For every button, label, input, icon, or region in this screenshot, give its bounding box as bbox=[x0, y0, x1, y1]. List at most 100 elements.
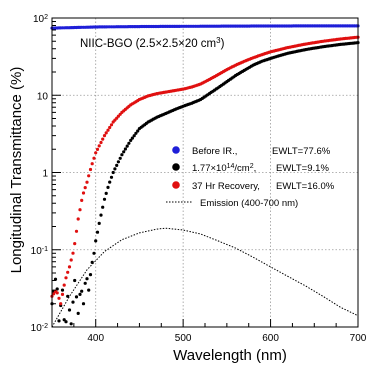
data-point bbox=[118, 156, 122, 160]
data-point bbox=[55, 291, 59, 295]
data-point bbox=[80, 198, 84, 202]
legend-entry-recovery: 37 Hr Recovery, EWLT=16.0% bbox=[172, 181, 335, 192]
data-point bbox=[67, 308, 72, 312]
data-point bbox=[106, 128, 110, 132]
data-point bbox=[71, 300, 75, 304]
data-point bbox=[115, 163, 119, 167]
data-point bbox=[69, 322, 73, 326]
data-point bbox=[55, 287, 59, 291]
legend-label-before-ir: Before IR., bbox=[192, 146, 237, 157]
data-point bbox=[99, 213, 103, 217]
data-point bbox=[109, 123, 114, 127]
data-point bbox=[136, 129, 140, 133]
data-point bbox=[130, 136, 134, 140]
data-point bbox=[73, 278, 77, 283]
data-point bbox=[109, 175, 114, 179]
x-axis-label: Wavelength (nm) bbox=[173, 347, 287, 364]
y-axis-label: Longitudinal Transmittance (%) bbox=[8, 67, 25, 274]
data-point bbox=[71, 251, 75, 255]
data-point bbox=[52, 292, 56, 296]
data-point bbox=[81, 191, 86, 195]
data-point bbox=[122, 150, 126, 154]
legend-entry-emission: Emission (400-700 nm) bbox=[166, 198, 298, 209]
legend-marker-recovery bbox=[172, 181, 180, 189]
grid bbox=[52, 18, 358, 327]
data-point bbox=[120, 153, 124, 157]
data-point bbox=[59, 302, 63, 306]
data-point bbox=[83, 186, 87, 190]
x-tick-label: 600 bbox=[262, 333, 279, 344]
data-point bbox=[95, 147, 100, 151]
data-point bbox=[60, 288, 65, 292]
data-point bbox=[85, 277, 89, 281]
legend-label-recovery: 37 Hr Recovery, bbox=[192, 181, 260, 192]
x-tick-label: 700 bbox=[350, 333, 366, 344]
data-point bbox=[74, 229, 79, 233]
data-point bbox=[76, 217, 80, 221]
series-1 bbox=[50, 41, 360, 326]
series-0 bbox=[50, 24, 360, 30]
legend-label-emission: Emission (400-700 nm) bbox=[200, 198, 298, 209]
data-point bbox=[125, 144, 129, 148]
data-point bbox=[85, 180, 89, 184]
legend-entry-irradiated: 1.77×1014/cm2, EWLT=9.1% bbox=[172, 163, 329, 174]
inset-title: NIIC-BGO (2.5×2.5×20 cm3) bbox=[80, 36, 225, 51]
data-point bbox=[62, 283, 66, 287]
data-point bbox=[73, 242, 77, 246]
data-point bbox=[104, 131, 108, 135]
data-point bbox=[102, 134, 107, 138]
data-point bbox=[113, 167, 117, 171]
data-point bbox=[60, 292, 65, 296]
data-point bbox=[106, 185, 110, 189]
legend-stat-before-ir: EWLT=77.6% bbox=[272, 146, 331, 157]
series-layer bbox=[50, 24, 360, 328]
series-3 bbox=[51, 227, 359, 328]
data-point bbox=[134, 131, 138, 135]
data-point bbox=[92, 251, 96, 255]
data-point bbox=[92, 156, 96, 160]
data-point bbox=[64, 320, 68, 324]
data-point bbox=[101, 137, 105, 141]
ticks: 400 500 600 700 10-2 10-1 1 10 102 bbox=[31, 14, 366, 345]
data-point bbox=[80, 289, 84, 293]
data-point bbox=[95, 230, 100, 234]
data-point bbox=[102, 197, 107, 201]
data-point bbox=[129, 138, 133, 142]
data-point bbox=[83, 281, 87, 285]
x-tick-label: 400 bbox=[87, 333, 104, 344]
data-point bbox=[94, 239, 98, 243]
data-point bbox=[78, 292, 82, 296]
data-point bbox=[108, 180, 112, 184]
data-point bbox=[111, 170, 115, 175]
data-point bbox=[57, 319, 61, 323]
data-point bbox=[104, 191, 108, 195]
data-point bbox=[76, 311, 80, 315]
data-point bbox=[64, 276, 68, 280]
y-tick-label: 10 bbox=[37, 91, 49, 102]
data-point bbox=[97, 221, 101, 225]
data-point bbox=[69, 258, 73, 262]
data-point bbox=[78, 208, 82, 212]
data-point bbox=[97, 144, 101, 148]
data-point bbox=[116, 160, 120, 164]
data-point bbox=[132, 134, 136, 138]
data-point bbox=[81, 302, 86, 306]
legend-stat-recovery: EWLT=16.0% bbox=[276, 181, 335, 192]
data-point bbox=[101, 205, 105, 209]
legend: Before IR., EWLT=77.6% 1.77×1014/cm2, EW… bbox=[166, 146, 335, 209]
y-tick-label: 10-2 bbox=[31, 323, 48, 335]
data-point bbox=[87, 288, 91, 292]
y-tick-label: 102 bbox=[33, 14, 48, 26]
data-point bbox=[87, 174, 91, 178]
y-tick-label: 10-1 bbox=[31, 245, 48, 257]
data-point bbox=[94, 151, 98, 155]
legend-stat-irradiated: EWLT=9.1% bbox=[276, 163, 329, 174]
data-point bbox=[108, 125, 112, 130]
legend-marker-before-ir bbox=[172, 146, 180, 154]
data-point bbox=[123, 147, 127, 151]
x-tick-label: 500 bbox=[175, 333, 192, 344]
data-point bbox=[127, 141, 131, 145]
data-point bbox=[90, 162, 94, 166]
data-point bbox=[66, 270, 70, 274]
